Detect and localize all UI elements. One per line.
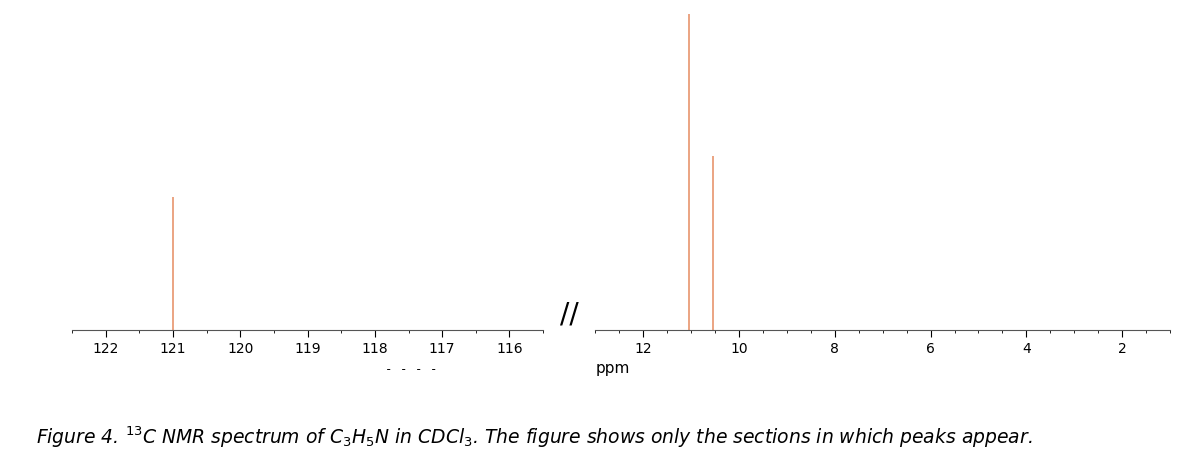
Text: Figure 4. $^{13}$C NMR spectrum of C$_3$H$_5$N in CDCl$_3$. The figure shows onl: Figure 4. $^{13}$C NMR spectrum of C$_3$… <box>36 424 1032 450</box>
Text: - - - -: - - - - <box>385 363 438 376</box>
X-axis label: ppm: ppm <box>595 361 630 376</box>
Text: //: // <box>560 300 578 328</box>
